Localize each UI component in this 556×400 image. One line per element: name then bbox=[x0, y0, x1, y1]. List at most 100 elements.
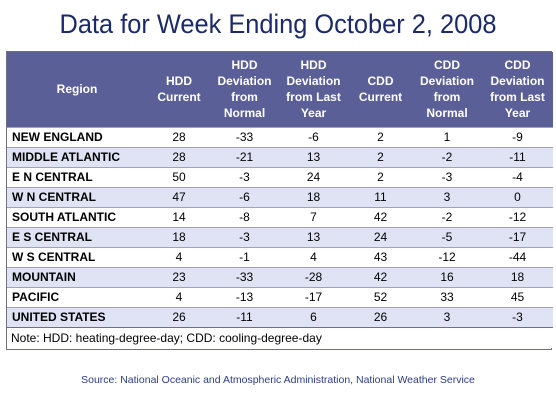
header-line: Deviation bbox=[490, 74, 545, 89]
region-cell: W N CENTRAL bbox=[7, 186, 147, 207]
hdd-deviation-normal-cell: -13 bbox=[211, 286, 278, 307]
cdd-deviation-normal-cell: -2 bbox=[412, 146, 482, 167]
header-line: Deviation bbox=[286, 74, 341, 89]
header-line: from bbox=[231, 90, 258, 105]
cdd-deviation-last-year-cell: -4 bbox=[482, 166, 553, 187]
table-row: PACIFIC 4 -13 -17 52 33 45 bbox=[7, 286, 553, 307]
cdd-deviation-last-year-header: CDD Deviation from Last Year bbox=[482, 52, 553, 127]
table-note: Note: HDD: heating-degree-day; CDD: cool… bbox=[7, 326, 553, 348]
weather-data-table: Region HDD Current HDD Deviation from Normal HD… bbox=[7, 52, 553, 348]
hdd-current-cell: 26 bbox=[147, 306, 211, 327]
header-line: Year bbox=[300, 106, 327, 121]
hdd-current-cell: 47 bbox=[147, 186, 211, 207]
cdd-current-cell: 42 bbox=[349, 206, 412, 227]
table-row: W N CENTRAL 47 -6 18 11 3 0 bbox=[7, 186, 553, 207]
region-cell: UNITED STATES bbox=[7, 306, 147, 327]
cdd-deviation-last-year-cell: -3 bbox=[482, 306, 553, 327]
table-row: E S CENTRAL 18 -3 13 24 -5 -17 bbox=[7, 226, 553, 247]
cdd-deviation-normal-header: CDD Deviation from Normal bbox=[412, 52, 482, 127]
header-line: from bbox=[433, 90, 461, 105]
cdd-deviation-last-year-cell: -9 bbox=[482, 126, 553, 147]
hdd-current-cell: 28 bbox=[147, 146, 211, 167]
hdd-current-cell: 14 bbox=[147, 206, 211, 227]
header-line: from Last bbox=[286, 90, 341, 105]
weather-data-table-container: Region HDD Current HDD Deviation from Normal HD… bbox=[6, 51, 553, 350]
table-body: NEW ENGLAND 28 -33 -6 2 1 -9 MIDDLE ATLANTIC 28-… bbox=[7, 126, 553, 327]
hdd-current-cell: 4 bbox=[147, 286, 211, 307]
cdd-deviation-normal-cell: -5 bbox=[412, 226, 482, 247]
hdd-deviation-last-year-cell: 18 bbox=[278, 186, 349, 207]
header-line: Region bbox=[56, 82, 98, 97]
table-row: SOUTH ATLANTIC 14 -8 7 42 -2 -12 bbox=[7, 206, 553, 227]
cdd-deviation-normal-cell: 1 bbox=[412, 126, 482, 147]
hdd-deviation-last-year-cell: 7 bbox=[278, 206, 349, 227]
header-line: CDD bbox=[434, 58, 460, 73]
cdd-current-cell: 2 bbox=[349, 146, 412, 167]
hdd-deviation-normal-cell: -8 bbox=[211, 206, 278, 227]
region-cell: W S CENTRAL bbox=[7, 246, 147, 267]
source-credit: Source: National Oceanic and Atmospheric… bbox=[81, 374, 475, 386]
cdd-current-cell: 24 bbox=[349, 226, 412, 247]
region-cell: E S CENTRAL bbox=[7, 226, 147, 247]
hdd-deviation-last-year-cell: 4 bbox=[278, 246, 349, 267]
hdd-deviation-normal-cell: -3 bbox=[211, 226, 278, 247]
header-line: HDD bbox=[231, 58, 258, 73]
region-cell: NEW ENGLAND bbox=[7, 126, 147, 147]
header-line: from Last bbox=[490, 90, 545, 105]
table-row: MOUNTAIN 23 -33 -28 42 16 18 bbox=[7, 266, 553, 287]
hdd-deviation-last-year-cell: 24 bbox=[278, 166, 349, 187]
cdd-current-cell: 2 bbox=[349, 166, 412, 187]
region-cell: E N CENTRAL bbox=[7, 166, 147, 187]
hdd-deviation-last-year-cell: 13 bbox=[278, 226, 349, 247]
header-line: Normal bbox=[426, 106, 468, 121]
header-line: Normal bbox=[223, 106, 266, 121]
cdd-deviation-last-year-cell: -12 bbox=[482, 206, 553, 227]
region-cell: SOUTH ATLANTIC bbox=[7, 206, 147, 227]
hdd-current-header: HDD Current bbox=[147, 52, 211, 127]
cdd-deviation-normal-cell: -12 bbox=[412, 246, 482, 267]
cdd-deviation-last-year-cell: 45 bbox=[482, 286, 553, 307]
cdd-deviation-normal-cell: 16 bbox=[412, 266, 482, 287]
region-header: Region bbox=[7, 52, 147, 127]
cdd-current-cell: 43 bbox=[349, 246, 412, 267]
cdd-deviation-normal-cell: 33 bbox=[412, 286, 482, 307]
hdd-deviation-normal-header: HDD Deviation from Normal bbox=[211, 52, 278, 127]
header-line: Deviation bbox=[419, 74, 474, 89]
hdd-deviation-last-year-cell: -28 bbox=[278, 266, 349, 287]
hdd-current-cell: 18 bbox=[147, 226, 211, 247]
table-header: Region HDD Current HDD Deviation from Normal HD… bbox=[7, 52, 553, 127]
cdd-current-header: CDD Current bbox=[349, 52, 412, 127]
header-line: HDD bbox=[300, 58, 327, 73]
hdd-current-cell: 4 bbox=[147, 246, 211, 267]
table-row: NEW ENGLAND 28 -33 -6 2 1 -9 bbox=[7, 126, 553, 147]
cdd-deviation-last-year-cell: -17 bbox=[482, 226, 553, 247]
hdd-deviation-normal-cell: -33 bbox=[211, 266, 278, 287]
cdd-current-cell: 26 bbox=[349, 306, 412, 327]
table-row: E N CENTRAL 50 -3 24 2 -3 -4 bbox=[7, 166, 553, 187]
region-cell: MOUNTAIN bbox=[7, 266, 147, 287]
table-row: W S CENTRAL 4 -1 4 43 -12 -44 bbox=[7, 246, 553, 267]
cdd-deviation-normal-cell: 3 bbox=[412, 306, 482, 327]
cdd-deviation-last-year-cell: -44 bbox=[482, 246, 553, 267]
hdd-deviation-last-year-cell: 6 bbox=[278, 306, 349, 327]
cdd-deviation-normal-cell: 3 bbox=[412, 186, 482, 207]
table-row: UNITED STATES 26 -11 6 26 3 -3 bbox=[7, 306, 553, 327]
cdd-current-cell: 42 bbox=[349, 266, 412, 287]
header-row: Region HDD Current HDD Deviation from Normal HD… bbox=[7, 52, 553, 127]
header-line: Deviation bbox=[217, 74, 272, 89]
hdd-current-cell: 23 bbox=[147, 266, 211, 287]
hdd-deviation-last-year-cell: -6 bbox=[278, 126, 349, 147]
cdd-current-cell: 52 bbox=[349, 286, 412, 307]
header-line: Current bbox=[358, 90, 403, 105]
page-title: Data for Week Ending October 2, 2008 bbox=[59, 9, 497, 39]
cdd-deviation-last-year-cell: -11 bbox=[482, 146, 553, 167]
cdd-current-cell: 2 bbox=[349, 126, 412, 147]
region-cell: MIDDLE ATLANTIC bbox=[7, 146, 147, 167]
header-line: CDD bbox=[504, 58, 531, 73]
header-line: Current bbox=[157, 90, 201, 105]
hdd-current-cell: 28 bbox=[147, 126, 211, 147]
cdd-deviation-last-year-cell: 0 bbox=[482, 186, 553, 207]
hdd-deviation-normal-cell: -33 bbox=[211, 126, 278, 147]
hdd-deviation-last-year-cell: 13 bbox=[278, 146, 349, 167]
cdd-deviation-normal-cell: -3 bbox=[412, 166, 482, 187]
